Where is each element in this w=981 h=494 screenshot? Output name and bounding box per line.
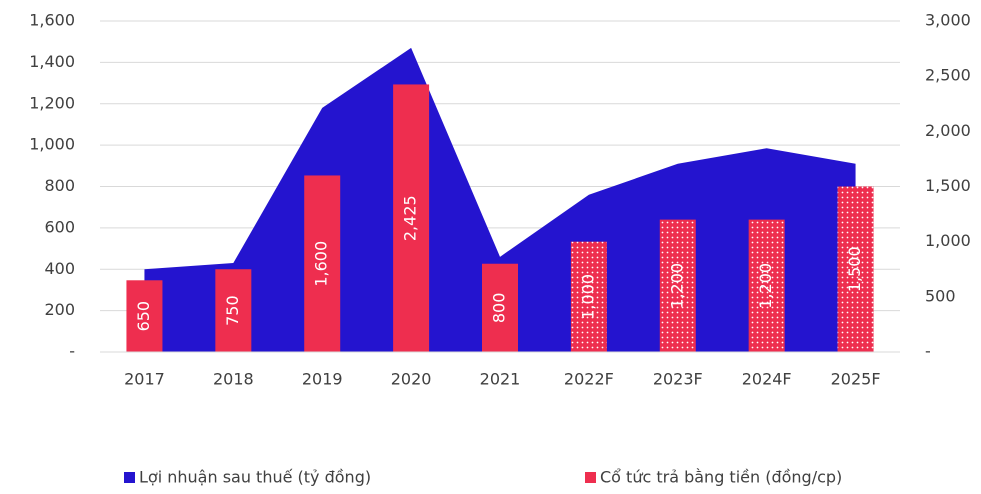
y-tick-label: 400 <box>44 259 75 278</box>
legend-label: Lợi nhuận sau thuế (tỷ đồng) <box>139 468 371 487</box>
y-tick-label: - <box>69 342 75 361</box>
y2-tick-label: 1,000 <box>925 231 971 250</box>
bar <box>837 186 874 352</box>
y-tick-label: 600 <box>44 217 75 236</box>
value-label: 1,600 <box>312 241 331 287</box>
value-label: 1,200 <box>756 263 775 309</box>
legend-swatch <box>124 472 135 483</box>
y2-tick-label: 500 <box>925 286 956 305</box>
bar <box>215 269 252 352</box>
y2-tick-label: 2,000 <box>925 121 971 140</box>
legend-swatch <box>585 472 596 483</box>
y-tick-label: 1,000 <box>29 135 75 154</box>
x-tick-label: 2018 <box>213 370 254 389</box>
x-tick-label: 2021 <box>480 370 521 389</box>
y-tick-label: 1,600 <box>29 11 75 30</box>
y2-tick-label: 3,000 <box>925 11 971 30</box>
bar <box>304 175 341 352</box>
bar <box>126 280 163 352</box>
y-tick-label: 1,400 <box>29 52 75 71</box>
bar <box>482 263 518 352</box>
legend-label: Cổ tức trả bằng tiền (đồng/cp) <box>600 468 842 487</box>
y2-tick-label: 1,500 <box>925 176 971 195</box>
value-label: 1,000 <box>578 274 597 320</box>
value-label: 1,500 <box>845 246 864 292</box>
value-label: 800 <box>490 293 509 324</box>
y-tick-label: 1,200 <box>29 93 75 112</box>
x-tick-label: 2019 <box>302 370 343 389</box>
x-tick-label: 2020 <box>391 370 432 389</box>
x-tick-label: 2017 <box>124 370 165 389</box>
bar <box>393 84 430 353</box>
x-tick-label: 2024F <box>742 370 792 389</box>
y2-tick-label: 2,500 <box>925 66 971 85</box>
value-label: 650 <box>134 301 153 332</box>
x-tick-label: 2022F <box>564 370 614 389</box>
y-tick-label: 800 <box>44 176 75 195</box>
y2-tick-label: - <box>925 342 931 361</box>
value-label: 1,200 <box>667 263 686 309</box>
bar <box>659 219 696 352</box>
bar <box>570 241 607 352</box>
value-label: 750 <box>223 295 242 326</box>
bar <box>748 219 785 352</box>
value-label: 2,425 <box>401 195 420 241</box>
y-tick-label: 200 <box>44 300 75 319</box>
x-tick-label: 2025F <box>831 370 881 389</box>
x-tick-label: 2023F <box>653 370 703 389</box>
